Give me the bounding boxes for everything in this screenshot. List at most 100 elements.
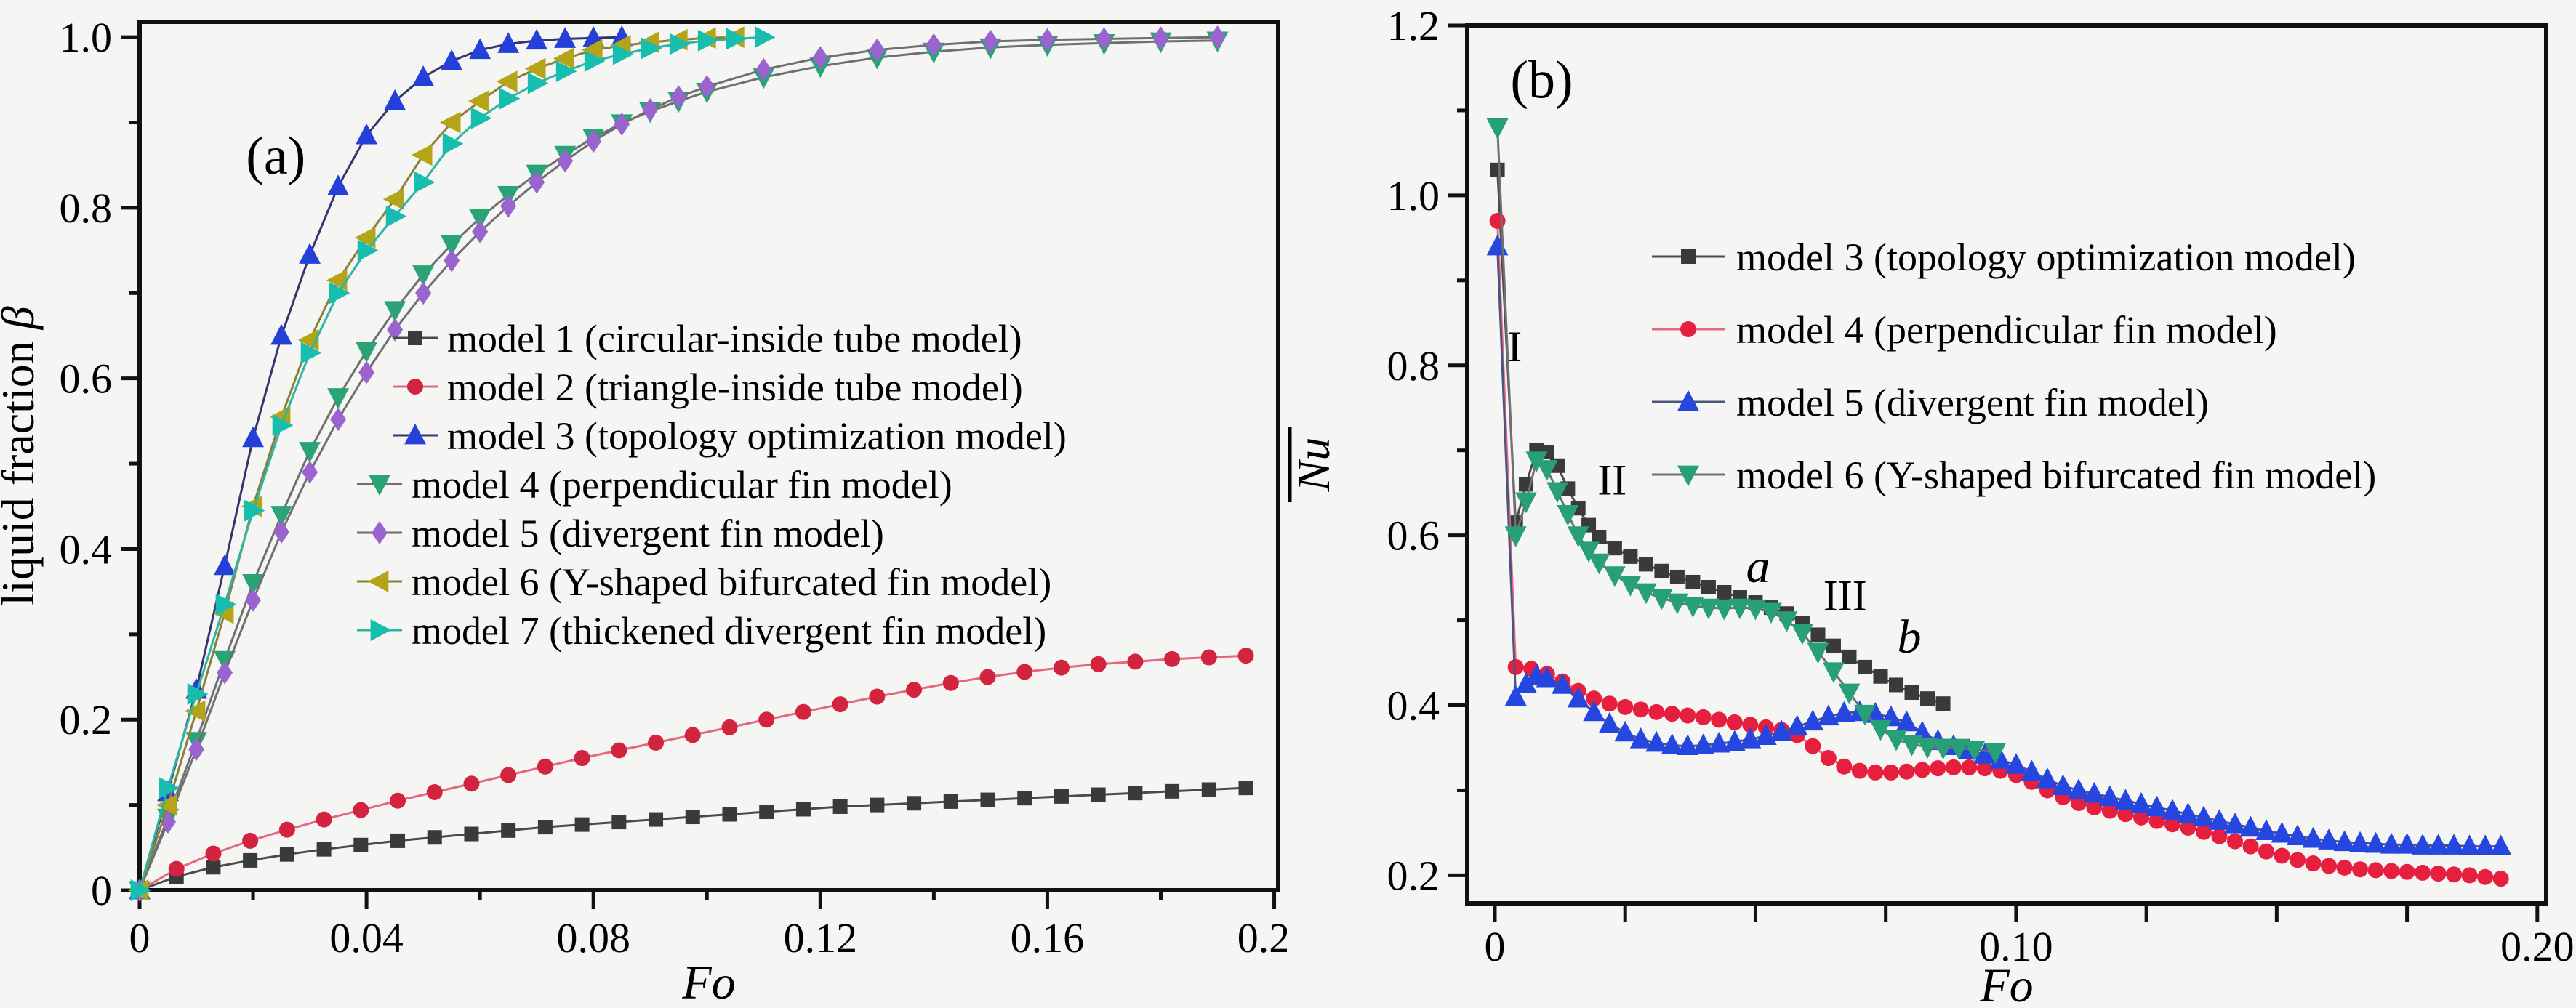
marker-triangle-right	[272, 414, 294, 437]
marker-triangle-up	[412, 65, 435, 86]
marker-triangle-down	[1963, 740, 1986, 762]
legend-label: model 5 (divergent fin model)	[412, 512, 884, 555]
marker-triangle-up	[2412, 834, 2434, 855]
marker-triangle-up	[2067, 778, 2090, 799]
y-tick-label: 0.8	[60, 185, 113, 232]
x-tick-label: 0.08	[556, 914, 630, 961]
series-5	[132, 25, 1226, 902]
marker-triangle-down	[1682, 597, 1704, 618]
marker-triangle-up	[2396, 833, 2418, 854]
marker-square	[1873, 669, 1888, 684]
marker-circle	[2258, 843, 2275, 860]
annotation-III: III	[1823, 572, 1867, 620]
marker-triangle-up	[1598, 712, 1621, 733]
marker-square	[980, 792, 995, 807]
marker-triangle-left	[156, 794, 177, 816]
marker-circle	[2164, 816, 2180, 833]
y-axis-label: liquid fraction β	[0, 306, 44, 605]
marker-square	[649, 812, 664, 827]
marker-circle	[1961, 759, 1978, 775]
marker-circle	[1836, 758, 1853, 775]
y-tick-label: 1.0	[1387, 172, 1440, 219]
marker-triangle-left	[581, 39, 603, 61]
marker-square	[685, 810, 700, 825]
y-tick-label: 1.0	[60, 14, 113, 61]
marker-circle	[316, 811, 332, 828]
marker-circle	[648, 734, 665, 751]
marker-circle	[2101, 802, 2118, 819]
marker-triangle-up	[2333, 830, 2356, 852]
marker-circle	[1851, 762, 1868, 779]
marker-triangle-up	[242, 426, 265, 448]
marker-square	[1017, 791, 1032, 806]
marker-diamond	[1039, 28, 1056, 52]
marker-triangle-down	[1634, 583, 1657, 605]
marker-square	[1889, 677, 1904, 693]
legend: model 3 (topology optimization model) mod…	[1652, 235, 2376, 497]
marker-square	[722, 807, 737, 822]
marker-triangle-up	[2271, 821, 2293, 843]
marker-triangle-up	[1989, 748, 2012, 769]
marker-triangle-up	[384, 89, 406, 110]
marker-square	[1165, 783, 1180, 799]
marker-circle	[1680, 321, 1696, 337]
marker-triangle-right	[385, 205, 407, 227]
legend-label: model 4 (perpendicular fin model)	[412, 463, 952, 507]
marker-diamond	[982, 30, 999, 53]
annotation-I: I	[1507, 323, 1522, 371]
marker-diamond	[1152, 26, 1169, 50]
marker-circle	[1945, 759, 1962, 775]
y-tick-label: 0	[91, 867, 112, 914]
marker-triangle-down	[299, 442, 321, 463]
x-axis: 0 0.10 0.20	[1484, 903, 2575, 970]
marker-triangle-up	[2364, 831, 2387, 853]
plot-frame	[1465, 23, 2548, 906]
marker-triangle-right	[470, 107, 492, 129]
marker-circle	[2086, 799, 2103, 815]
marker-triangle-down	[1619, 576, 1642, 597]
marker-triangle-up	[1629, 727, 1652, 749]
x-tick-label: 0.16	[1011, 914, 1085, 961]
marker-circle	[2242, 838, 2259, 855]
marker-square	[1681, 249, 1696, 264]
marker-triangle-right	[669, 33, 691, 55]
legend-item: model 5 (divergent fin model)	[357, 512, 884, 555]
marker-triangle-down	[1917, 738, 1938, 759]
marker-diamond	[642, 97, 659, 121]
marker-triangle-up	[327, 174, 350, 195]
marker-triangle-up	[1552, 673, 1574, 694]
marker-diamond	[302, 460, 318, 484]
marker-triangle-up	[1677, 734, 1699, 756]
marker-diamond	[585, 129, 602, 153]
marker-square	[353, 837, 369, 852]
marker-triangle-left	[367, 570, 389, 592]
marker-triangle-right	[442, 132, 464, 155]
x-tick-label: 0.20	[2500, 923, 2575, 970]
marker-triangle-up	[2098, 785, 2121, 807]
marker-triangle-down	[1948, 738, 1970, 760]
marker-triangle-up	[2427, 834, 2449, 855]
marker-triangle-up	[270, 323, 293, 345]
marker-triangle-up	[2036, 767, 2058, 789]
marker-triangle-down	[441, 235, 463, 257]
marker-circle	[2430, 866, 2447, 882]
marker-square	[427, 830, 442, 845]
y-tick-label: 0.4	[60, 525, 113, 573]
marker-triangle-left	[524, 57, 546, 80]
x-tick-label: 0.04	[329, 914, 404, 961]
marker-circle	[1898, 763, 1915, 780]
marker-circle	[2477, 868, 2494, 885]
marker-circle	[2305, 855, 2322, 872]
marker-square	[832, 799, 848, 814]
marker-triangle-up	[1567, 686, 1589, 708]
marker-circle	[2399, 863, 2415, 880]
marker-diamond	[188, 738, 205, 762]
x-tick-label: 0.10	[1979, 923, 2053, 970]
panel-a-liquid-fraction-chart: 0 0.04 0.08 0.12 0.16 0.20 Fo 0 0.2 0.4 0.6 0.8 1.0 l…	[0, 14, 1287, 1008]
x-axis-label: Fo	[1979, 959, 2033, 1008]
marker-square	[1717, 584, 1732, 600]
marker-diamond	[372, 521, 388, 544]
marker-triangle-down	[1775, 611, 1798, 632]
panel-b-nusselt-chart: 0 0.10 0.20 Fo 0.2 0.4 0.6 0.8 1.0 1.2 Nu model 3 (…	[1288, 2, 2575, 1008]
